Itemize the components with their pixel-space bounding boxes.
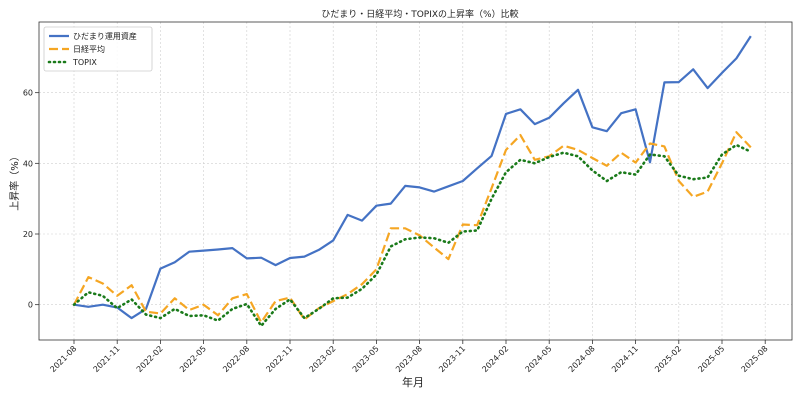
legend-label: 日経平均 bbox=[73, 44, 105, 54]
y-axis-label: 上昇率（%） bbox=[8, 151, 21, 211]
chart-title: ひだまり・日経平均・TOPIXの上昇率（%）比較 bbox=[321, 8, 518, 20]
x-tick-label: 2022-02 bbox=[135, 344, 165, 374]
legend-label: TOPIX bbox=[72, 58, 97, 67]
x-tick-label: 2023-08 bbox=[394, 344, 424, 374]
x-tick-label: 2025-05 bbox=[696, 344, 726, 374]
x-tick-label: 2024-08 bbox=[567, 344, 597, 374]
x-tick-label: 2022-11 bbox=[264, 344, 294, 374]
x-axis: 2021-08 2021-11 2022-02 2022-05 2022-08 2022-… bbox=[48, 340, 770, 374]
y-axis: 0 20 40 60 bbox=[23, 89, 39, 310]
x-tick-label: 2022-08 bbox=[221, 344, 251, 374]
series-line-0 bbox=[73, 35, 752, 320]
x-tick-label: 2023-11 bbox=[437, 344, 467, 374]
x-tick-label: 2025-08 bbox=[740, 344, 770, 374]
series-line-1 bbox=[73, 131, 752, 324]
x-tick-label: 2025-02 bbox=[653, 344, 683, 374]
series-line-2 bbox=[72, 143, 753, 328]
legend-label: ひだまり運用資産 bbox=[73, 31, 137, 41]
x-tick-label: 2022-05 bbox=[178, 344, 208, 374]
x-tick-label: 2021-11 bbox=[92, 344, 122, 374]
y-tick-label: 20 bbox=[23, 230, 33, 239]
y-tick-label: 40 bbox=[23, 159, 33, 168]
x-tick-label: 2024-05 bbox=[524, 344, 554, 374]
x-tick-label: 2023-05 bbox=[351, 344, 381, 374]
x-axis-label: 年月 bbox=[402, 375, 424, 389]
x-tick-label: 2024-11 bbox=[610, 344, 640, 374]
plot-area-frame bbox=[38, 21, 793, 341]
y-tick-label: 0 bbox=[28, 301, 33, 310]
series-lines bbox=[72, 35, 753, 328]
x-tick-label: 2023-02 bbox=[308, 344, 338, 374]
legend-box bbox=[43, 26, 153, 72]
y-tick-label: 60 bbox=[23, 89, 33, 98]
x-tick-label: 2021-08 bbox=[48, 344, 78, 374]
x-tick-label: 2024-02 bbox=[480, 344, 510, 374]
